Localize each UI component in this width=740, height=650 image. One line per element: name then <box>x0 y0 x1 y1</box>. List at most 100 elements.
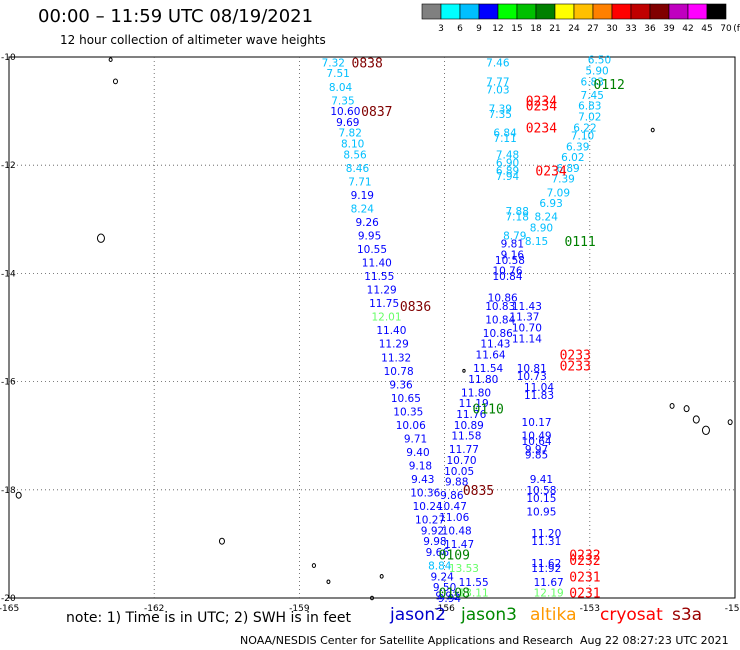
wave-height-label: 10.89 <box>454 420 484 432</box>
wave-height-label: 9.40 <box>406 447 429 459</box>
map-subtitle: 12 hour collection of altimeter wave hei… <box>60 33 326 47</box>
colorbar-tick-label: 27 <box>587 24 598 34</box>
latitude-tick-label: -12 <box>1 161 16 171</box>
wave-height-label: 7.77 <box>486 76 509 88</box>
wave-height-label: 11.75 <box>369 298 399 310</box>
wave-height-label: 9.94 <box>438 593 462 605</box>
wave-height-label: 10.48 <box>442 525 472 537</box>
wave-height-label: 7.39 <box>551 174 574 186</box>
wave-height-label: 9.43 <box>411 474 434 486</box>
pass-time-label: 0109 <box>439 549 470 564</box>
wave-height-label: 6.90 <box>496 157 519 169</box>
colorbar-tick-label: 45 <box>701 24 712 34</box>
colorbar-unit: (ft) <box>733 24 740 34</box>
island-outline <box>15 491 22 499</box>
wave-height-label: 9.88 <box>445 477 468 489</box>
wave-height-label: 7.94 <box>496 171 520 183</box>
island-outline <box>462 368 466 373</box>
wave-height-label: 7.03 <box>486 84 509 96</box>
wave-height-label: 10.49 <box>522 431 552 443</box>
wave-height-label: 10.58 <box>526 485 556 497</box>
colorbar-tick-label: 6 <box>457 24 463 34</box>
pass-time-label: 0837 <box>361 105 392 120</box>
wave-height-label: 12.01 <box>371 312 401 324</box>
wave-height-label: 8.24 <box>535 212 559 224</box>
pass-time-label: 0838 <box>352 56 383 71</box>
wave-height-label: 11.67 <box>534 577 564 589</box>
map-title: 00:00 – 11:59 UTC 08/19/2021 <box>38 6 314 27</box>
wave-height-label: 9.24 <box>430 571 454 583</box>
wave-height-label: 7.48 <box>496 149 519 161</box>
wave-height-label: 11.43 <box>512 301 542 313</box>
wave-height-label: 9.92 <box>421 525 444 537</box>
wave-height-label: 9.93 <box>435 590 458 602</box>
wave-height-label: 11.64 <box>476 350 506 362</box>
wave-height-label: 10.47 <box>437 501 467 513</box>
wave-height-label: 11.55 <box>459 577 489 589</box>
pass-time-label: 0231 <box>569 570 600 585</box>
longitude-tick-label: -150 <box>725 604 740 614</box>
wave-height-label: 6.39 <box>566 141 589 153</box>
wave-height-label: 11.83 <box>524 390 554 402</box>
pass-time-label: 0233 <box>560 359 591 374</box>
wave-height-label: 8.56 <box>343 149 367 161</box>
wave-height-label: 10.86 <box>488 293 518 305</box>
wave-height-label: 11.40 <box>362 258 392 270</box>
wave-height-label: 7.71 <box>348 176 371 188</box>
wave-height-label: 8.15 <box>525 236 548 248</box>
wave-height-label: 6.83 <box>581 76 604 88</box>
pass-time-label: 0111 <box>564 235 595 250</box>
wave-height-label: 9.18 <box>409 460 432 472</box>
wave-height-label: 10.70 <box>447 455 477 467</box>
wave-height-label: 10.78 <box>384 366 414 378</box>
colorbar-tick-label: 18 <box>530 24 542 34</box>
wave-height-label: 6.50 <box>588 55 611 67</box>
wave-height-label: 11.20 <box>531 528 561 540</box>
wave-height-label: 11.19 <box>459 398 489 410</box>
wave-height-label: 13.53 <box>449 563 479 575</box>
wave-height-label: 10.35 <box>393 406 423 418</box>
wave-height-label: 10.73 <box>517 371 547 383</box>
pass-time-label: 0234 <box>526 100 557 115</box>
wave-height-label: 11.80 <box>461 387 491 399</box>
longitude-tick-label: -159 <box>289 604 310 614</box>
latitude-tick-label: -20 <box>1 594 16 604</box>
wave-height-label: 12.19 <box>534 588 564 600</box>
wave-height-label: 9.97 <box>525 444 548 456</box>
wave-height-label: 9.36 <box>389 379 413 391</box>
pass-time-label: 0112 <box>594 78 625 93</box>
wave-height-label: 9.26 <box>355 217 379 229</box>
colorbar-tick-label: 21 <box>549 24 560 34</box>
wave-height-label: 7.46 <box>486 57 510 69</box>
island-outline <box>108 57 113 63</box>
wave-height-label: 11.32 <box>381 352 411 364</box>
island-outline <box>96 233 105 243</box>
wave-height-label: 10.76 <box>492 266 522 278</box>
pass-time-label: 0234 <box>526 94 557 109</box>
island-outline <box>311 563 317 568</box>
colorbar-tick-label: 24 <box>568 24 580 34</box>
island-outline <box>669 403 675 409</box>
wave-height-label: 7.35 <box>489 109 512 121</box>
wave-height-label: 11.80 <box>468 374 498 386</box>
island-outline <box>650 127 655 133</box>
wave-height-label: 8.46 <box>346 163 370 175</box>
wave-height-label: 11.29 <box>367 285 397 297</box>
wave-height-label: 10.36 <box>410 488 440 500</box>
wave-height-label: 7.88 <box>506 206 529 218</box>
wave-height-label: 9.95 <box>358 231 381 243</box>
wave-height-label: 10.70 <box>512 323 542 335</box>
wave-height-label: 7.35 <box>331 95 354 107</box>
wave-height-label: 10.83 <box>485 301 515 313</box>
wave-height-label: 8.24 <box>351 203 375 215</box>
colorbar-tick-label: 36 <box>644 24 656 34</box>
island-outline <box>218 537 225 545</box>
wave-height-label: 10.27 <box>415 515 445 527</box>
wave-height-label: 9.16 <box>501 249 525 261</box>
wave-height-label: 11.43 <box>480 339 510 351</box>
mission-cryosat: cryosat <box>600 605 663 625</box>
wave-height-label: 7.10 <box>571 130 594 142</box>
wave-height-label: 7.02 <box>578 112 601 124</box>
wave-height-label: 10.24 <box>413 501 443 513</box>
